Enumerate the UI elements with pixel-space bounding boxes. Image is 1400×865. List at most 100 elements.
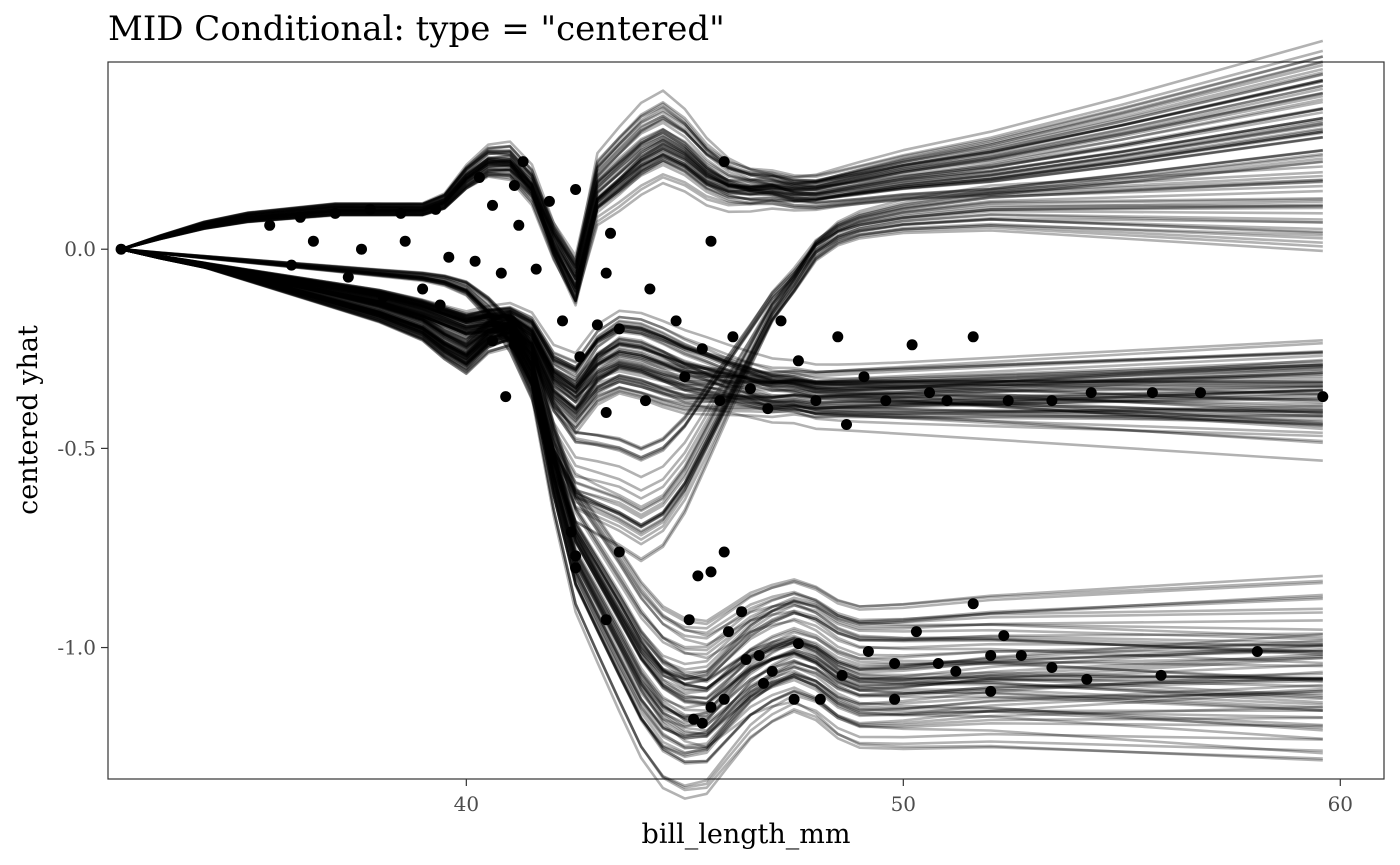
ice-line — [120, 247, 1323, 428]
ice-line — [120, 160, 1323, 303]
ice-line — [120, 159, 1323, 284]
observed-point — [841, 419, 852, 430]
y-axis: 0.0 -0.5 -1.0 — [57, 237, 108, 660]
ice-line — [120, 247, 1323, 712]
ice-line — [120, 209, 1323, 527]
ice-line — [120, 107, 1324, 302]
observed-point — [508, 339, 520, 351]
ice-line — [120, 247, 1323, 729]
ice-line — [120, 247, 1323, 690]
ice-line — [120, 247, 1323, 409]
ice-line — [120, 247, 1323, 686]
observed-point — [307, 235, 319, 247]
ice-line — [120, 247, 1323, 763]
ice-line — [120, 247, 1323, 709]
x-tick-label: 50 — [891, 792, 916, 816]
ice-line — [120, 247, 1323, 690]
ice-line — [120, 247, 1323, 700]
ice-line — [120, 247, 1323, 390]
ice-line — [120, 206, 1323, 459]
ice-line — [120, 247, 1323, 712]
observed-point — [688, 713, 700, 725]
ice-line — [120, 247, 1323, 665]
observed-point — [342, 271, 354, 283]
y-tick-label: 0.0 — [64, 237, 96, 261]
y-tick-label: -0.5 — [57, 436, 96, 460]
observed-point — [264, 219, 276, 231]
observed-point — [744, 383, 756, 395]
ice-line — [120, 247, 1323, 719]
observed-point — [792, 638, 804, 650]
ice-line — [120, 127, 1323, 267]
observed-point — [718, 546, 730, 558]
ice-line — [120, 128, 1323, 290]
ice-line — [120, 247, 1323, 438]
ice-line — [120, 247, 1323, 740]
observed-point — [434, 299, 446, 311]
ice-line — [120, 174, 1323, 511]
ice-line — [120, 247, 1323, 404]
ice-line — [120, 60, 1324, 298]
ice-line — [120, 247, 1323, 424]
ice-line — [120, 107, 1324, 287]
observed-point — [495, 267, 507, 279]
observed-point — [469, 255, 481, 267]
ice-line — [120, 217, 1323, 459]
ice-line — [120, 247, 1323, 644]
ice-line — [120, 247, 1323, 422]
observed-point — [727, 331, 739, 343]
observed-point — [889, 693, 901, 705]
ice-line — [120, 247, 1323, 626]
observed-point — [858, 371, 870, 383]
ice-line — [120, 135, 1323, 282]
ice-line — [120, 247, 1323, 639]
ice-line — [120, 80, 1324, 293]
ice-line — [120, 94, 1324, 303]
ice-line — [120, 203, 1323, 451]
ice-line — [120, 247, 1323, 417]
ice-line — [120, 224, 1323, 451]
ice-line — [120, 247, 1323, 392]
ice-line — [120, 247, 1323, 419]
ice-line — [120, 197, 1323, 563]
ice-line — [120, 247, 1323, 410]
observed-point — [640, 395, 651, 407]
observed-point — [679, 371, 691, 383]
ice-line — [120, 87, 1324, 277]
ice-line — [120, 247, 1323, 426]
x-axis: 40 50 60 — [454, 779, 1353, 816]
ice-line — [120, 247, 1323, 400]
observed-point — [998, 630, 1010, 642]
ice-line — [120, 247, 1323, 701]
observed-point — [600, 614, 612, 626]
ice-line — [120, 247, 1323, 674]
observed-point — [600, 267, 612, 279]
ice-line — [120, 247, 1323, 688]
ice-line — [120, 247, 1323, 695]
observed-point — [910, 626, 922, 638]
ice-lines — [120, 39, 1324, 800]
ice-line — [120, 247, 1323, 430]
ice-line — [120, 105, 1323, 258]
ice-line — [120, 180, 1323, 513]
ice-line — [120, 60, 1324, 263]
observed-point — [1155, 669, 1167, 681]
ice-line — [120, 84, 1324, 288]
observed-point — [530, 263, 542, 275]
ice-line — [120, 247, 1323, 392]
ice-line — [120, 247, 1323, 404]
observed-point — [377, 291, 389, 303]
ice-line — [120, 247, 1323, 462]
ice-line — [120, 130, 1323, 273]
ice-line — [120, 247, 1323, 390]
ice-line — [120, 114, 1324, 262]
ice-line — [120, 102, 1324, 272]
ice-line — [120, 226, 1323, 529]
observed-point — [1081, 673, 1093, 685]
ice-line — [120, 247, 1323, 685]
ice-line — [120, 247, 1323, 414]
ice-line — [120, 247, 1323, 706]
ice-line — [120, 247, 1323, 412]
ice-line — [120, 91, 1324, 305]
ice-line — [120, 217, 1323, 527]
